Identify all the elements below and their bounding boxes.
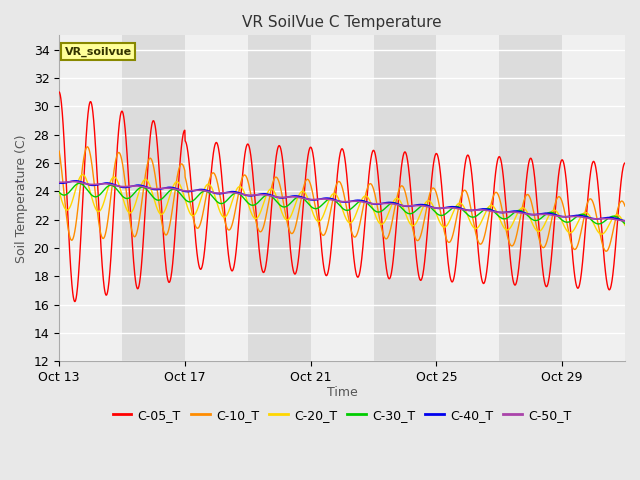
C-20_T xyxy=(605,222,612,228)
C-20_T xyxy=(331,191,339,196)
Title: VR SoilVue C Temperature: VR SoilVue C Temperature xyxy=(243,15,442,30)
C-05_T xyxy=(605,287,612,292)
C-30_T xyxy=(501,216,509,222)
C-30_T xyxy=(316,204,323,210)
C-05_T xyxy=(84,108,92,114)
C-05_T xyxy=(71,299,79,304)
C-30_T xyxy=(605,215,613,221)
C-30_T xyxy=(331,197,339,203)
Line: C-05_T: C-05_T xyxy=(59,92,625,301)
Line: C-40_T: C-40_T xyxy=(59,181,625,221)
C-50_T xyxy=(605,216,612,222)
Line: C-20_T: C-20_T xyxy=(59,175,625,234)
C-20_T xyxy=(55,189,63,194)
C-40_T xyxy=(605,215,612,220)
Bar xyxy=(59,36,122,361)
C-10_T xyxy=(605,244,613,250)
C-05_T xyxy=(605,286,612,292)
C-30_T xyxy=(595,221,602,227)
C-50_T xyxy=(84,181,92,187)
C-40_T xyxy=(55,180,63,186)
C-10_T xyxy=(55,148,63,154)
C-50_T xyxy=(501,209,509,215)
C-40_T xyxy=(72,178,79,184)
C-20_T xyxy=(621,222,629,228)
Line: C-50_T: C-50_T xyxy=(59,181,625,221)
Bar xyxy=(499,36,562,361)
C-10_T xyxy=(501,222,509,228)
C-20_T xyxy=(316,218,323,224)
C-10_T xyxy=(331,188,339,194)
C-20_T xyxy=(79,172,86,178)
C-40_T xyxy=(84,182,92,188)
C-40_T xyxy=(605,215,612,220)
C-40_T xyxy=(331,197,339,203)
C-30_T xyxy=(55,189,63,195)
C-50_T xyxy=(621,218,629,224)
Bar xyxy=(122,36,185,361)
C-05_T xyxy=(331,205,339,211)
C-50_T xyxy=(316,196,323,202)
C-10_T xyxy=(84,144,92,150)
C-20_T xyxy=(501,226,509,232)
Bar xyxy=(562,36,625,361)
C-30_T xyxy=(605,215,612,221)
C-20_T xyxy=(605,222,613,228)
C-40_T xyxy=(316,196,323,202)
Text: VR_soilvue: VR_soilvue xyxy=(65,47,132,57)
C-10_T xyxy=(605,245,612,251)
Legend: C-05_T, C-10_T, C-20_T, C-30_T, C-40_T, C-50_T: C-05_T, C-10_T, C-20_T, C-30_T, C-40_T, … xyxy=(108,404,577,427)
Bar xyxy=(436,36,499,361)
C-50_T xyxy=(605,216,612,222)
C-05_T xyxy=(621,160,629,166)
C-10_T xyxy=(316,225,323,231)
C-10_T xyxy=(84,145,92,151)
C-40_T xyxy=(621,218,629,224)
Line: C-10_T: C-10_T xyxy=(59,147,625,251)
C-50_T xyxy=(55,180,63,185)
C-20_T xyxy=(598,231,605,237)
C-50_T xyxy=(69,179,77,184)
Bar xyxy=(310,36,374,361)
C-10_T xyxy=(602,248,610,254)
C-50_T xyxy=(331,198,339,204)
C-30_T xyxy=(76,180,83,186)
C-05_T xyxy=(316,222,323,228)
C-40_T xyxy=(501,210,509,216)
Y-axis label: Soil Temperature (C): Soil Temperature (C) xyxy=(15,134,28,263)
C-30_T xyxy=(621,221,629,227)
Bar xyxy=(248,36,310,361)
C-05_T xyxy=(55,89,63,95)
C-10_T xyxy=(621,203,629,209)
Bar xyxy=(185,36,248,361)
Bar xyxy=(374,36,436,361)
C-30_T xyxy=(84,188,92,194)
Line: C-30_T: C-30_T xyxy=(59,183,625,224)
X-axis label: Time: Time xyxy=(326,385,358,398)
C-05_T xyxy=(501,192,509,197)
C-20_T xyxy=(84,182,92,188)
